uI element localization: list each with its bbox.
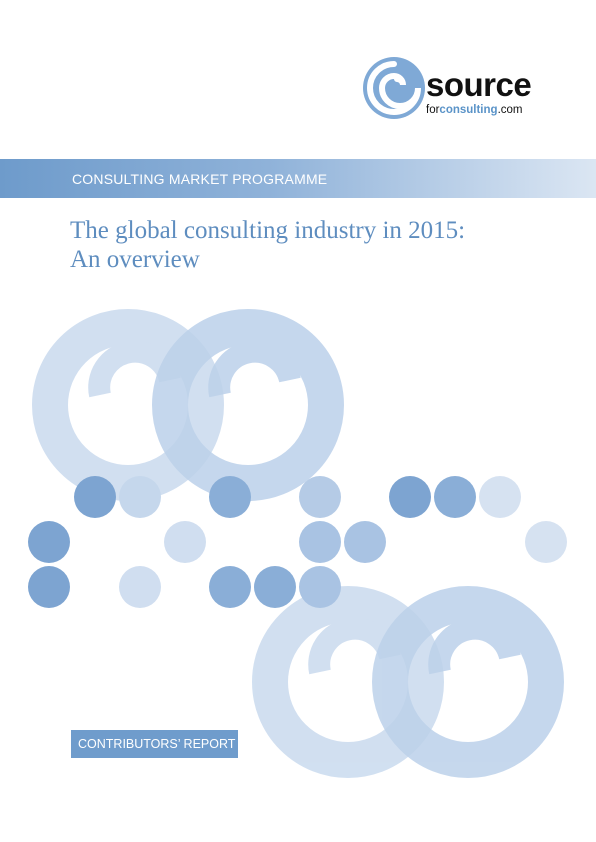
dot xyxy=(299,521,341,563)
dot xyxy=(164,521,206,563)
programme-banner: CONSULTING MARKET PROGRAMME xyxy=(0,159,596,198)
dot xyxy=(209,566,251,608)
page-title: The global consulting industry in 2015: … xyxy=(70,216,540,274)
dot xyxy=(28,521,70,563)
dot xyxy=(525,521,567,563)
dot-pattern xyxy=(28,476,567,608)
logo-wordmark: source xyxy=(426,66,532,103)
title-line-2: An overview xyxy=(70,246,200,273)
swirl-graphic-top-right xyxy=(152,309,344,501)
swirl-graphic-bottom-right xyxy=(372,586,564,778)
dot xyxy=(344,521,386,563)
dot xyxy=(254,566,296,608)
dot xyxy=(119,566,161,608)
dot xyxy=(389,476,431,518)
title-line-1: The global consulting industry in 2015: xyxy=(70,217,466,244)
brand-logo: source forconsulting.com xyxy=(362,56,542,122)
dot xyxy=(209,476,251,518)
dot xyxy=(119,476,161,518)
report-type-label: CONTRIBUTORS’ REPORT xyxy=(78,737,236,751)
banner-label: CONSULTING MARKET PROGRAMME xyxy=(72,171,328,187)
dot xyxy=(434,476,476,518)
report-type-badge: CONTRIBUTORS’ REPORT xyxy=(71,730,238,758)
swirl-logo-icon xyxy=(363,57,425,119)
dot xyxy=(74,476,116,518)
dot xyxy=(28,566,70,608)
dot xyxy=(479,476,521,518)
dot xyxy=(299,566,341,608)
logo-domain: forconsulting.com xyxy=(426,104,523,116)
dot xyxy=(299,476,341,518)
